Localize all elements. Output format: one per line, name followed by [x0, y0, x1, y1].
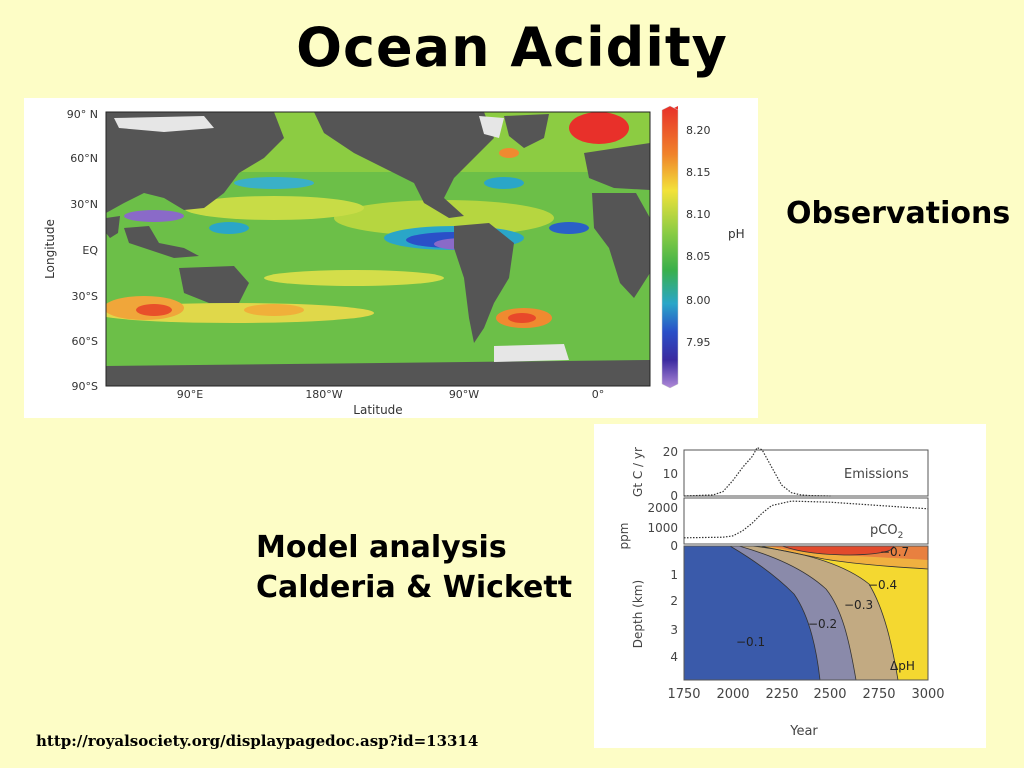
contour-label-minus07: −0.7 — [880, 545, 909, 559]
slide-title: Ocean Acidity — [296, 16, 728, 79]
lon-tick-labels: 90°E 180°W 90°W 0° — [177, 388, 604, 401]
year-tick-2250: 2250 — [765, 687, 798, 702]
year-tick-1750: 1750 — [667, 687, 700, 702]
lon-tick-90w: 90°W — [449, 388, 479, 401]
pco2-tick-1000: 1000 — [647, 521, 678, 535]
depth-tick-3: 3 — [670, 623, 678, 637]
model-x-axis-title: Year — [789, 724, 818, 739]
emissions-panel: Emissions 20 10 0 Gt C / yr — [631, 445, 929, 503]
contour-label-minus03: −0.3 — [844, 598, 873, 612]
lon-tick-90e: 90°E — [177, 388, 203, 401]
depth-tick-2: 2 — [670, 594, 678, 608]
emissions-tick-0: 0 — [670, 489, 678, 503]
lat-tick-60s: 60°S — [72, 335, 98, 348]
sea-ice — [114, 116, 569, 362]
year-tick-2000: 2000 — [716, 687, 749, 702]
cbar-tick-820: 8.20 — [686, 124, 711, 137]
lat-tick-30n: 30°N — [70, 198, 98, 211]
observations-label: Observations — [786, 196, 1011, 231]
emissions-tick-10: 10 — [663, 467, 678, 481]
emissions-series-line — [683, 446, 831, 497]
pco2-tick-0: 0 — [670, 539, 678, 553]
land-europe — [584, 143, 650, 190]
colorbar-tick-labels: 8.20 8.15 8.10 8.05 8.00 7.95 — [686, 124, 711, 349]
land-antarctica — [106, 360, 650, 386]
model-label-line1: Model analysis — [256, 530, 507, 565]
landmasses — [106, 112, 650, 386]
land-africa — [592, 193, 650, 298]
year-tick-labels: 1750 2000 2250 2500 2750 3000 — [667, 687, 944, 702]
emissions-ylabel: Gt C / yr — [631, 447, 645, 497]
contour-label-minus04: −0.4 — [868, 578, 897, 592]
year-tick-2500: 2500 — [813, 687, 846, 702]
delta-ph-label: ΔpH — [890, 659, 915, 673]
emissions-tick-20: 20 — [663, 445, 678, 459]
model-analysis-label: Model analysis Calderia & Wickett — [256, 528, 572, 608]
colorbar-title: pH — [728, 227, 745, 241]
cbar-tick-805: 8.05 — [686, 250, 711, 263]
map-x-axis-title: Latitude — [353, 403, 402, 417]
contour-label-minus02: −0.2 — [808, 617, 837, 631]
contour-fill-minus03 — [752, 546, 928, 680]
depth-ylabel: Depth (km) — [631, 580, 645, 648]
lat-tick-60n: 60°N — [70, 152, 98, 165]
contour-label-minus01: −0.1 — [736, 635, 765, 649]
land-south-america — [454, 223, 514, 343]
lat-tick-90s: 90°S — [72, 380, 98, 393]
land-se-asia — [124, 226, 199, 258]
pco2-tick-2000: 2000 — [647, 501, 678, 515]
lat-tick-30s: 30°S — [72, 290, 98, 303]
land-india — [106, 216, 120, 238]
land-australia — [179, 266, 249, 303]
ph-map-svg: 90° N 60°N 30°N EQ 30°S 60°S 90°S Longit… — [43, 105, 745, 417]
land-eurasia — [106, 112, 284, 213]
depth-tick-4: 4 — [670, 650, 678, 664]
emissions-label: Emissions — [844, 467, 909, 482]
cbar-tick-815: 8.15 — [686, 166, 711, 179]
model-svg: Emissions 20 10 0 Gt C / yr pCO2 2000 10… — [617, 445, 945, 739]
lat-tick-labels: 90° N 60°N 30°N EQ 30°S 60°S 90°S — [67, 108, 99, 393]
lon-tick-180w: 180°W — [305, 388, 342, 401]
lat-tick-eq: EQ — [82, 244, 98, 257]
map-y-axis-title: Longitude — [43, 219, 57, 279]
lat-tick-90n: 90° N — [67, 108, 98, 121]
depth-tick-1: 1 — [670, 568, 678, 582]
ph-colorbar — [661, 105, 679, 389]
year-tick-3000: 3000 — [911, 687, 944, 702]
pco2-ylabel: ppm — [617, 523, 631, 550]
pco2-panel: pCO2 2000 1000 0 ppm — [617, 497, 929, 553]
cbar-tick-810: 8.10 — [686, 208, 711, 221]
depth-ph-panel: −0.7 −0.4 −0.3 −0.2 −0.1 ΔpH 1 2 3 4 Dep… — [631, 545, 929, 681]
contour-fill-minus07 — [782, 546, 894, 555]
cbar-tick-800: 8.00 — [686, 294, 711, 307]
model-analysis-figure: Emissions 20 10 0 Gt C / yr pCO2 2000 10… — [594, 424, 986, 748]
land-greenland — [504, 114, 549, 148]
year-tick-2750: 2750 — [862, 687, 895, 702]
source-url[interactable]: http://royalsociety.org/displaypagedoc.a… — [36, 732, 479, 750]
pco2-label: pCO2 — [870, 523, 903, 541]
ph-observations-map: 90° N 60°N 30°N EQ 30°S 60°S 90°S Longit… — [24, 98, 758, 418]
model-label-line2: Calderia & Wickett — [256, 570, 573, 605]
pco2-series-line — [683, 500, 929, 539]
lon-tick-0: 0° — [592, 388, 605, 401]
land-north-america — [314, 112, 494, 218]
cbar-tick-795: 7.95 — [686, 336, 711, 349]
